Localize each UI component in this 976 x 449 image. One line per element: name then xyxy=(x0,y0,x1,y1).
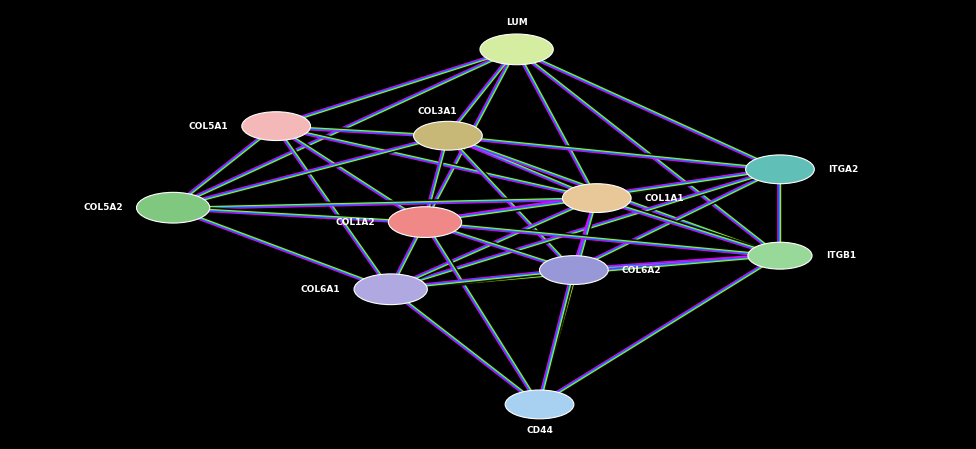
Circle shape xyxy=(540,255,608,285)
Circle shape xyxy=(354,274,427,304)
Text: COL5A2: COL5A2 xyxy=(83,203,123,212)
Text: COL5A1: COL5A1 xyxy=(188,122,228,131)
Circle shape xyxy=(506,390,574,419)
Circle shape xyxy=(242,112,310,141)
Circle shape xyxy=(137,192,210,223)
Circle shape xyxy=(480,34,553,65)
Text: LUM: LUM xyxy=(506,18,527,27)
Text: ITGB1: ITGB1 xyxy=(826,251,856,260)
Circle shape xyxy=(562,184,631,212)
Circle shape xyxy=(748,242,812,269)
Text: ITGA2: ITGA2 xyxy=(828,165,858,174)
Text: COL1A2: COL1A2 xyxy=(335,218,375,227)
Text: COL3A1: COL3A1 xyxy=(418,106,458,115)
Text: COL6A2: COL6A2 xyxy=(622,265,662,275)
Text: COL1A1: COL1A1 xyxy=(645,194,684,202)
Circle shape xyxy=(746,155,814,184)
Circle shape xyxy=(414,121,482,150)
Text: COL6A1: COL6A1 xyxy=(301,285,341,294)
Circle shape xyxy=(388,207,462,238)
Text: CD44: CD44 xyxy=(526,426,553,435)
